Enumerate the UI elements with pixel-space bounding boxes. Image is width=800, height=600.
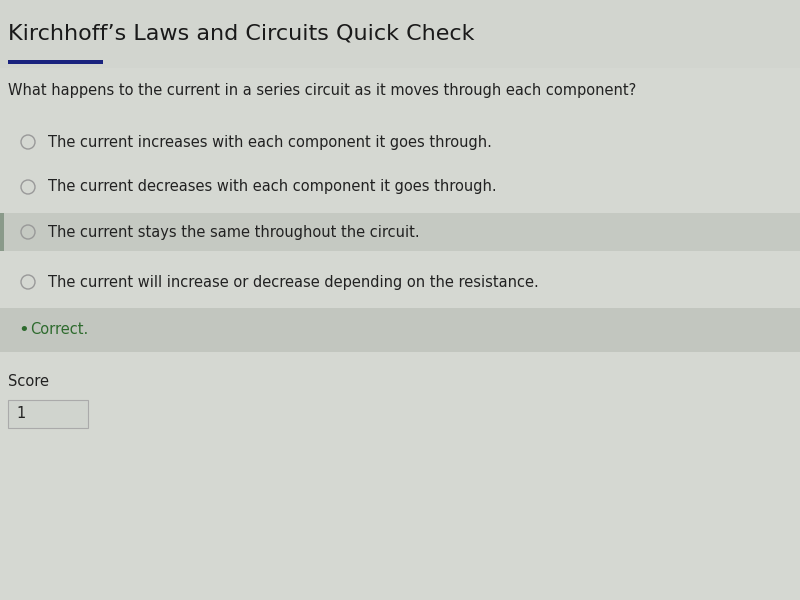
Text: Kirchhoff’s Laws and Circuits Quick Check: Kirchhoff’s Laws and Circuits Quick Chec… bbox=[8, 24, 474, 44]
FancyBboxPatch shape bbox=[0, 0, 800, 68]
Text: The current stays the same throughout the circuit.: The current stays the same throughout th… bbox=[48, 224, 420, 239]
Text: •: • bbox=[18, 321, 29, 339]
FancyBboxPatch shape bbox=[0, 308, 800, 352]
Text: The current increases with each component it goes through.: The current increases with each componen… bbox=[48, 134, 492, 149]
FancyBboxPatch shape bbox=[8, 400, 88, 428]
FancyBboxPatch shape bbox=[0, 213, 800, 251]
Text: Score: Score bbox=[8, 374, 49, 389]
Text: What happens to the current in a series circuit as it moves through each compone: What happens to the current in a series … bbox=[8, 82, 636, 97]
FancyBboxPatch shape bbox=[8, 60, 103, 64]
Text: The current will increase or decrease depending on the resistance.: The current will increase or decrease de… bbox=[48, 275, 538, 289]
FancyBboxPatch shape bbox=[0, 213, 4, 251]
Text: Correct.: Correct. bbox=[30, 323, 88, 337]
Text: 1: 1 bbox=[16, 407, 26, 421]
FancyBboxPatch shape bbox=[0, 68, 800, 600]
Text: The current decreases with each component it goes through.: The current decreases with each componen… bbox=[48, 179, 497, 194]
